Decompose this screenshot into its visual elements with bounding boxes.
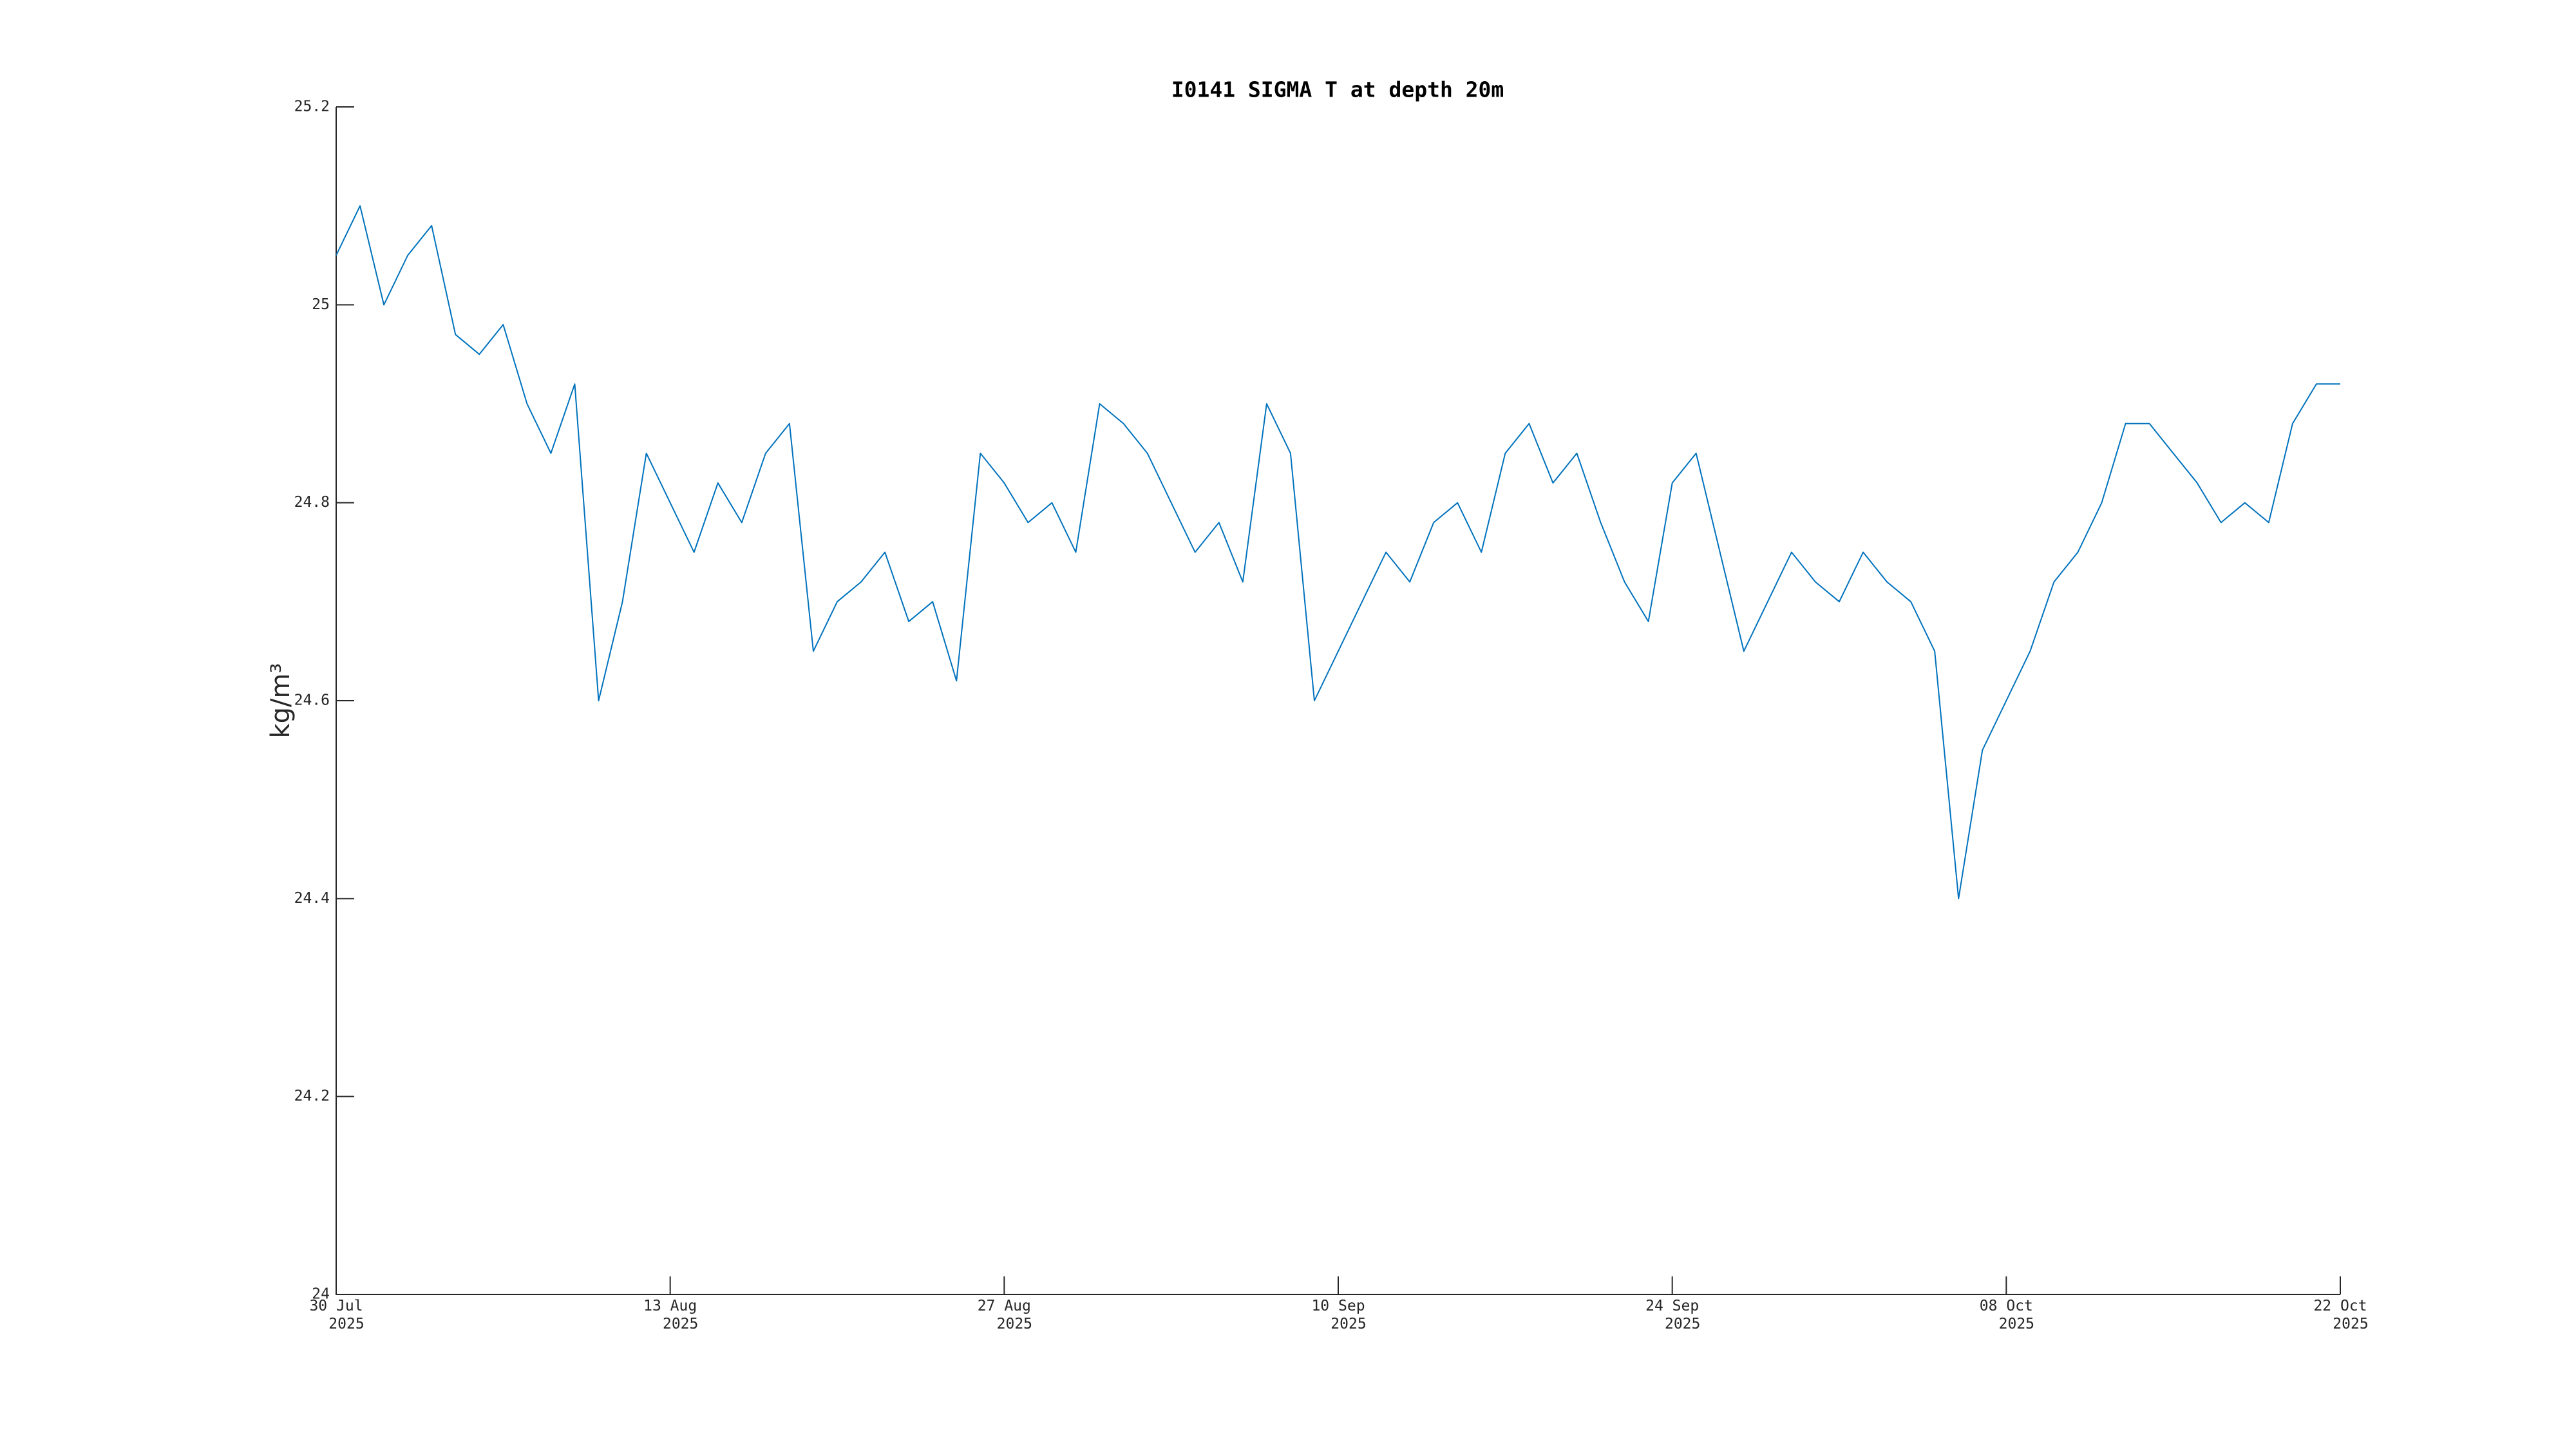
y-tick-label: 25 (312, 296, 330, 313)
y-tick-label: 24.8 (294, 494, 330, 511)
x-tick-label-line: 13 Aug (643, 1298, 697, 1314)
y-axis-label: kg/m³ (266, 663, 296, 738)
y-tick-label: 24 (312, 1286, 330, 1303)
x-tick-label: 08 Oct 2025 (1980, 1298, 2034, 1332)
x-tick-label-line: 2025 (1665, 1316, 1700, 1332)
x-tick-label: 30 Jul 2025 (309, 1298, 364, 1332)
x-tick-label-line: 2025 (1999, 1316, 2034, 1332)
x-tick-label-line: 10 Sep (1311, 1298, 1365, 1314)
x-tick-label-line: 2025 (997, 1316, 1032, 1332)
axes (336, 107, 2340, 1295)
y-tick-label: 25.2 (294, 99, 330, 115)
x-tick-label-line: 2025 (1331, 1316, 1366, 1332)
x-tick-label-line: 24 Sep (1645, 1298, 1699, 1314)
chart-title: I0141 SIGMA T at depth 20m (1171, 77, 1504, 102)
x-tick-label-line: 27 Aug (978, 1298, 1031, 1314)
x-tick-label: 22 Oct 2025 (2313, 1298, 2368, 1332)
y-tick-label: 24.2 (294, 1088, 330, 1104)
x-tick-label: 10 Sep 2025 (1311, 1298, 1366, 1332)
y-tick-label: 24.6 (294, 692, 330, 709)
y-tick-label: 24.4 (294, 890, 330, 907)
x-tick-label-line: 30 Jul (309, 1298, 363, 1314)
x-tick-label-line: 22 Oct (2313, 1298, 2367, 1314)
x-tick-label: 27 Aug 2025 (978, 1298, 1032, 1332)
x-tick-label: 13 Aug 2025 (643, 1298, 698, 1332)
x-tick-label-line: 08 Oct (1980, 1298, 2033, 1314)
x-tick-label: 24 Sep 2025 (1645, 1298, 1700, 1332)
x-tick-label-line: 2025 (663, 1316, 698, 1332)
data-line (336, 205, 2340, 900)
x-tick-label-line: 2025 (2333, 1316, 2368, 1332)
x-tick-label-line: 2025 (328, 1316, 364, 1332)
